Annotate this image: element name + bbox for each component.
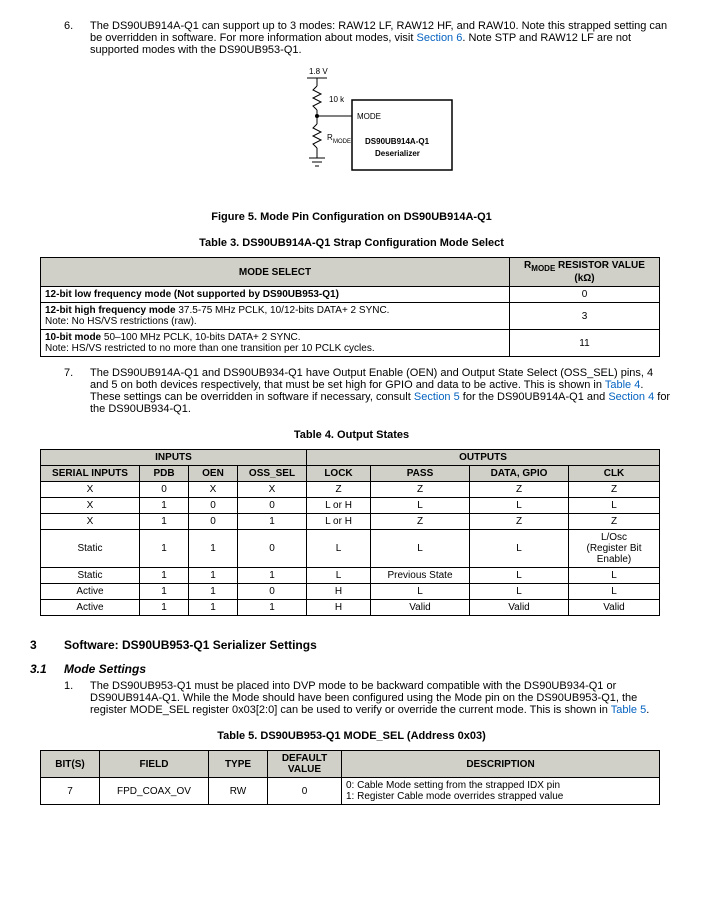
figure-5-diagram: 1.8 V 10 k MODE R MODE DS90UB914A-Q1 Des… [30,64,673,197]
section-3-header: 3 Software: DS90UB953-Q1 Serializer Sett… [30,638,673,652]
label-mode: MODE [357,112,381,121]
link-table-4[interactable]: Table 4 [605,379,640,391]
col-mode-select: MODE SELECT [41,258,510,287]
section-title: Software: DS90UB953-Q1 Serializer Settin… [64,638,673,652]
table-row: Static111LPrevious StateLL [41,568,660,584]
table-row: X0XXZZZZ [41,482,660,498]
table-4: INPUTS OUTPUTS SERIAL INPUTS PDB OEN OSS… [40,449,660,616]
link-section-6[interactable]: Section 6 [416,32,462,44]
label-10k: 10 k [329,95,345,104]
chip-line-a: DS90UB914A-Q1 [365,137,430,146]
label-1v8: 1.8 V [309,67,328,76]
link-table-5[interactable]: Table 5 [611,704,646,716]
chip-line-b: Deserializer [375,149,420,158]
text: for the DS90UB914A-Q1 and [460,391,609,403]
label-rmode-sub: MODE [333,139,351,145]
table-3: MODE SELECT RMODE RESISTOR VALUE (kΩ) 12… [40,257,660,357]
table-header-row: SERIAL INPUTS PDB OEN OSS_SEL LOCK PASS … [41,466,660,482]
hdr-inputs: INPUTS [41,450,307,466]
item-number: 6. [64,20,90,56]
item-body: The DS90UB953-Q1 must be placed into DVP… [90,680,673,716]
table-row: 12-bit low frequency mode (Not supported… [41,287,660,303]
table-row: Static110LLLL/Osc (Register Bit Enable) [41,530,660,568]
table-row: 10-bit mode 50–100 MHz PCLK, 10-bits DAT… [41,330,660,357]
table-5: BIT(S) FIELD TYPE DEFAULT VALUE DESCRIPT… [40,750,660,805]
table-row: Active110HLLL [41,584,660,600]
item-body: The DS90UB914A-Q1 and DS90UB934-Q1 have … [90,367,673,415]
subsection-title: Mode Settings [64,662,673,676]
hdr-outputs: OUTPUTS [307,450,660,466]
table-row: X101L or HZZZ [41,514,660,530]
list-item-7: 7. The DS90UB914A-Q1 and DS90UB934-Q1 ha… [64,367,673,415]
figure-5-caption: Figure 5. Mode Pin Configuration on DS90… [30,211,673,223]
table-4-caption: Table 4. Output States [30,429,673,441]
table-row: Active111HValidValidValid [41,600,660,616]
table-row: X100L or HLLL [41,498,660,514]
table-row: 7 FPD_COAX_OV RW 0 0: Cable Mode setting… [41,778,660,805]
table-row: 12-bit high frequency mode 37.5-75 MHz P… [41,303,660,330]
text: The DS90UB953-Q1 must be placed into DVP… [90,680,637,716]
item-body: The DS90UB914A-Q1 can support up to 3 mo… [90,20,673,56]
link-section-4[interactable]: Section 4 [608,391,654,403]
section-number: 3 [30,638,37,652]
text: The DS90UB914A-Q1 and DS90UB934-Q1 have … [90,367,653,391]
subsection-number: 3.1 [30,662,47,676]
table-3-caption: Table 3. DS90UB914A-Q1 Strap Configurati… [30,237,673,249]
link-section-5[interactable]: Section 5 [414,391,460,403]
text: . [646,704,649,716]
list-item-3-1-1: 1. The DS90UB953-Q1 must be placed into … [64,680,673,716]
col-resistor: RMODE RESISTOR VALUE (kΩ) [510,258,660,287]
section-3-1-header: 3.1 Mode Settings [30,662,673,676]
item-number: 1. [64,680,90,716]
list-item-6: 6. The DS90UB914A-Q1 can support up to 3… [64,20,673,56]
table-5-caption: Table 5. DS90UB953-Q1 MODE_SEL (Address … [30,730,673,742]
table-header-row: BIT(S) FIELD TYPE DEFAULT VALUE DESCRIPT… [41,751,660,778]
item-number: 7. [64,367,90,415]
